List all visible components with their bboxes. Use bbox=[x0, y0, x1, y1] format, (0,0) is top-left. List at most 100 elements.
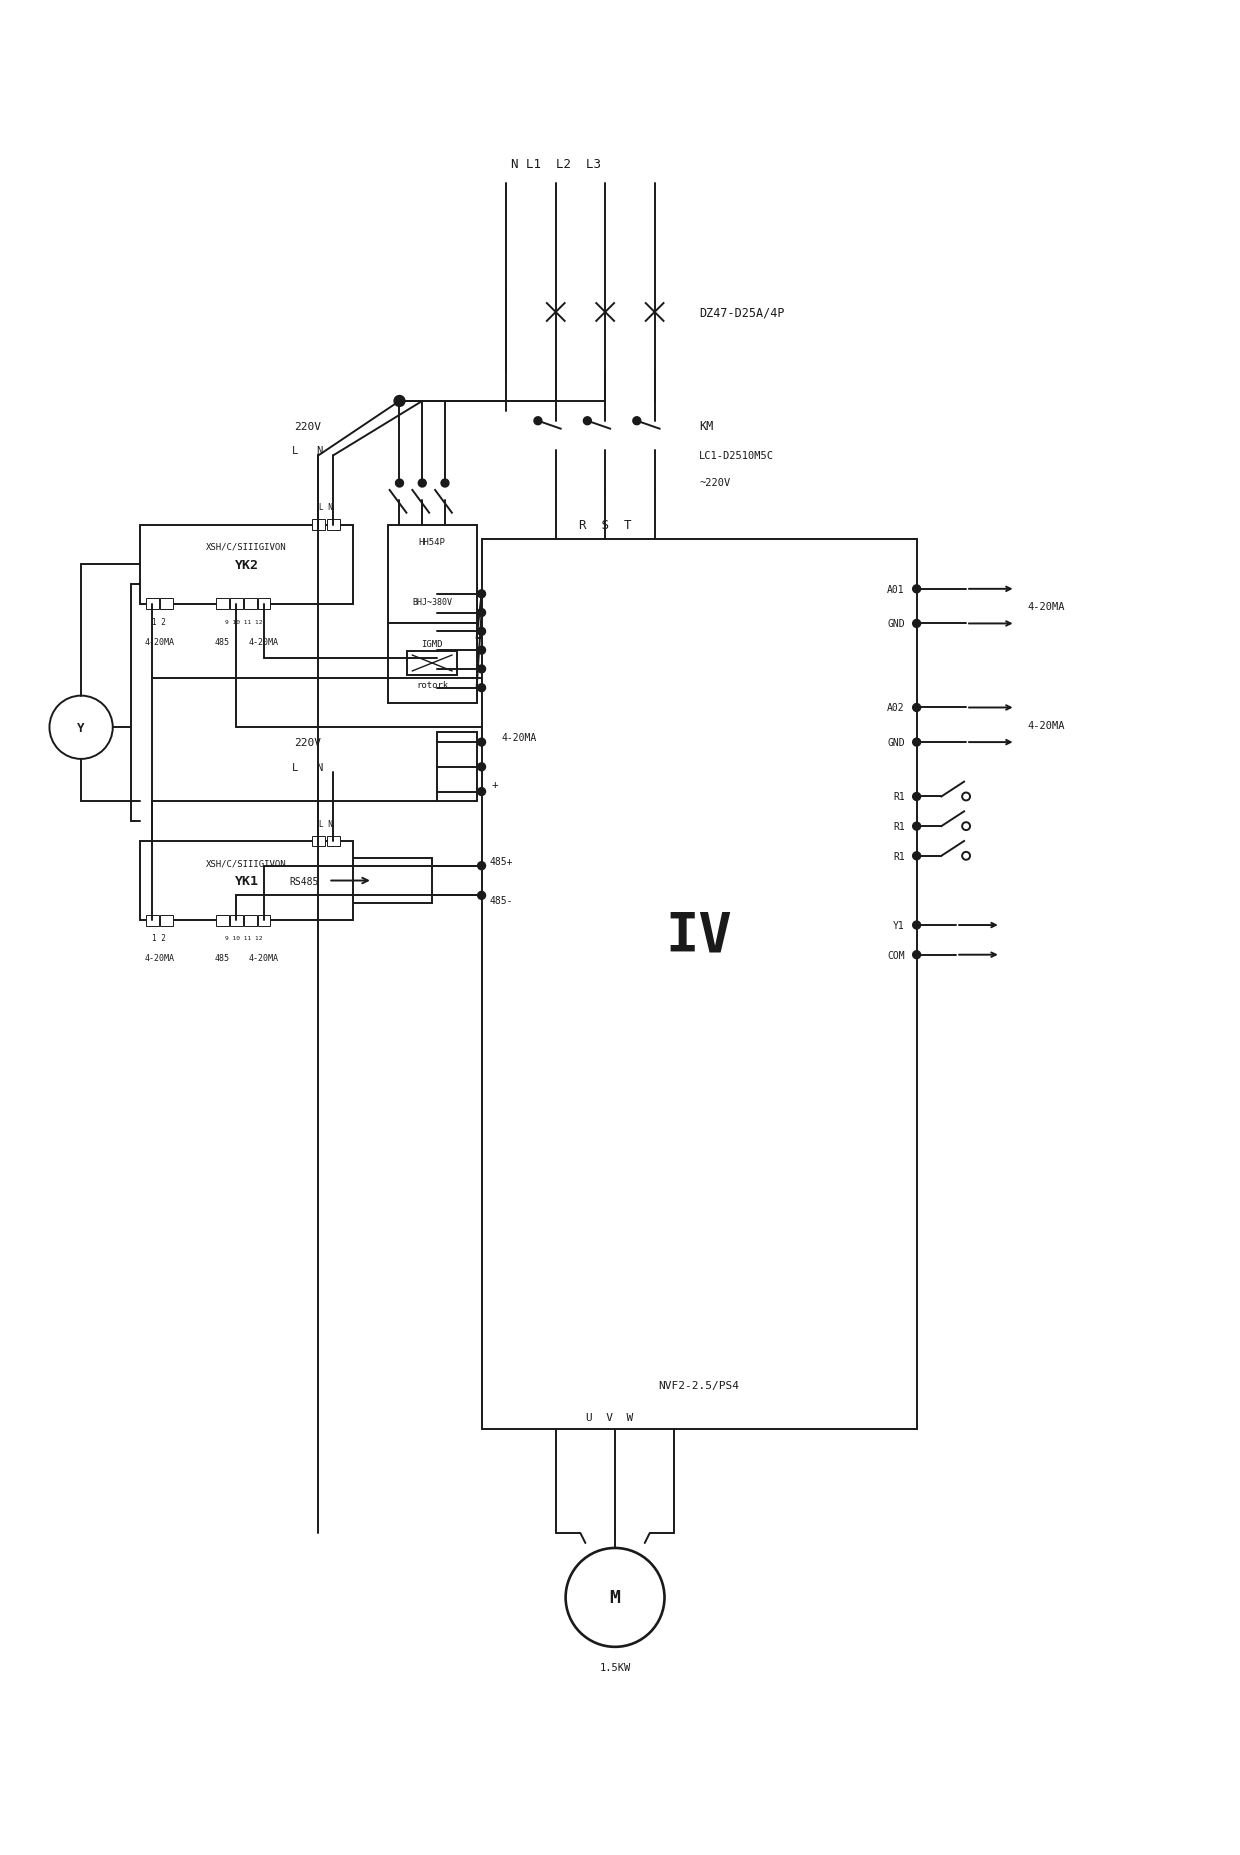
Text: 485-: 485- bbox=[490, 896, 513, 905]
Circle shape bbox=[913, 705, 920, 712]
Bar bbox=[244, 915, 257, 926]
Text: 1 2: 1 2 bbox=[153, 933, 166, 942]
Circle shape bbox=[913, 853, 920, 861]
Bar bbox=[388, 525, 476, 623]
Text: U  V  W: U V W bbox=[587, 1414, 634, 1423]
Text: 4-20MA: 4-20MA bbox=[249, 638, 279, 646]
Bar bbox=[258, 599, 270, 610]
Bar bbox=[140, 525, 353, 605]
Bar bbox=[481, 540, 916, 1430]
Text: GND: GND bbox=[887, 738, 905, 748]
Text: IGMD: IGMD bbox=[422, 640, 443, 649]
Text: 9 10 11 12: 9 10 11 12 bbox=[224, 620, 262, 625]
Bar bbox=[436, 584, 476, 697]
Text: 485+: 485+ bbox=[490, 857, 513, 866]
Text: R1: R1 bbox=[893, 851, 905, 861]
Bar bbox=[408, 651, 456, 675]
Circle shape bbox=[477, 788, 486, 796]
Circle shape bbox=[913, 922, 920, 929]
Text: L N: L N bbox=[320, 503, 334, 512]
Text: 220V: 220V bbox=[294, 738, 321, 748]
Circle shape bbox=[913, 952, 920, 959]
Text: rotork: rotork bbox=[415, 681, 448, 690]
Circle shape bbox=[962, 853, 970, 861]
Bar bbox=[160, 599, 172, 610]
Text: R  S  T: R S T bbox=[579, 519, 631, 532]
Text: 4-20MA: 4-20MA bbox=[144, 953, 174, 963]
Circle shape bbox=[477, 764, 486, 772]
Circle shape bbox=[632, 417, 641, 425]
Bar bbox=[160, 915, 172, 926]
Bar bbox=[146, 915, 159, 926]
Text: RS485: RS485 bbox=[289, 876, 319, 887]
Bar bbox=[244, 599, 257, 610]
Text: ~220V: ~220V bbox=[699, 479, 730, 488]
Circle shape bbox=[477, 666, 486, 673]
Text: YK1: YK1 bbox=[234, 874, 259, 887]
Text: DZ47-D25A/4P: DZ47-D25A/4P bbox=[699, 306, 785, 319]
Text: N L1  L2  L3: N L1 L2 L3 bbox=[511, 158, 601, 171]
Text: 4-20MA: 4-20MA bbox=[144, 638, 174, 646]
Text: R1: R1 bbox=[893, 792, 905, 801]
Text: GND: GND bbox=[887, 620, 905, 629]
Circle shape bbox=[477, 738, 486, 748]
Bar bbox=[327, 837, 340, 848]
Text: YK2: YK2 bbox=[234, 558, 259, 571]
Text: 4-20MA: 4-20MA bbox=[501, 733, 537, 742]
Text: 4-20MA: 4-20MA bbox=[1028, 720, 1065, 731]
Circle shape bbox=[394, 397, 405, 408]
Circle shape bbox=[477, 647, 486, 655]
Circle shape bbox=[477, 863, 486, 870]
Text: 1.5KW: 1.5KW bbox=[599, 1662, 631, 1671]
Circle shape bbox=[913, 586, 920, 594]
Bar bbox=[324, 859, 432, 903]
Bar bbox=[229, 599, 243, 610]
Circle shape bbox=[477, 590, 486, 599]
Text: 1 2: 1 2 bbox=[153, 618, 166, 627]
Circle shape bbox=[913, 620, 920, 629]
Circle shape bbox=[396, 480, 403, 488]
Text: 4-20MA: 4-20MA bbox=[249, 953, 279, 963]
Bar bbox=[229, 915, 243, 926]
Bar bbox=[327, 519, 340, 531]
Circle shape bbox=[913, 794, 920, 801]
Text: BHJ~380V: BHJ~380V bbox=[412, 597, 453, 607]
Text: LC1-D2510M5C: LC1-D2510M5C bbox=[699, 451, 774, 462]
Text: +: + bbox=[491, 779, 498, 788]
Text: 9 10 11 12: 9 10 11 12 bbox=[224, 937, 262, 940]
Text: 485: 485 bbox=[215, 638, 229, 646]
Text: L   N: L N bbox=[291, 447, 324, 456]
Bar bbox=[146, 599, 159, 610]
Circle shape bbox=[913, 738, 920, 748]
Circle shape bbox=[477, 684, 486, 692]
Text: Y1: Y1 bbox=[893, 920, 905, 931]
Bar bbox=[258, 915, 270, 926]
Text: A02: A02 bbox=[887, 703, 905, 712]
Text: 4-20MA: 4-20MA bbox=[1028, 601, 1065, 612]
Text: NVF2-2.5/PS4: NVF2-2.5/PS4 bbox=[658, 1380, 739, 1389]
Text: 220V: 220V bbox=[294, 421, 321, 432]
Circle shape bbox=[962, 824, 970, 831]
Text: XSH/C/SIIIGIVON: XSH/C/SIIIGIVON bbox=[206, 542, 286, 551]
Bar bbox=[312, 519, 325, 531]
Circle shape bbox=[477, 608, 486, 618]
Text: M: M bbox=[610, 1588, 620, 1606]
Text: HH54P: HH54P bbox=[419, 538, 445, 547]
Bar bbox=[388, 623, 476, 703]
Text: KM: KM bbox=[699, 419, 713, 432]
Text: A01: A01 bbox=[887, 584, 905, 594]
Circle shape bbox=[477, 629, 486, 636]
Text: L N: L N bbox=[320, 820, 334, 827]
Bar bbox=[312, 837, 325, 848]
Bar bbox=[436, 733, 476, 801]
Circle shape bbox=[477, 892, 486, 900]
Circle shape bbox=[962, 794, 970, 801]
Bar bbox=[216, 599, 229, 610]
Circle shape bbox=[913, 824, 920, 831]
Text: R1: R1 bbox=[893, 822, 905, 831]
Bar bbox=[216, 915, 229, 926]
Circle shape bbox=[418, 480, 427, 488]
Text: XSH/C/SIIIGIVON: XSH/C/SIIIGIVON bbox=[206, 859, 286, 868]
Circle shape bbox=[534, 417, 542, 425]
Text: COM: COM bbox=[887, 950, 905, 961]
